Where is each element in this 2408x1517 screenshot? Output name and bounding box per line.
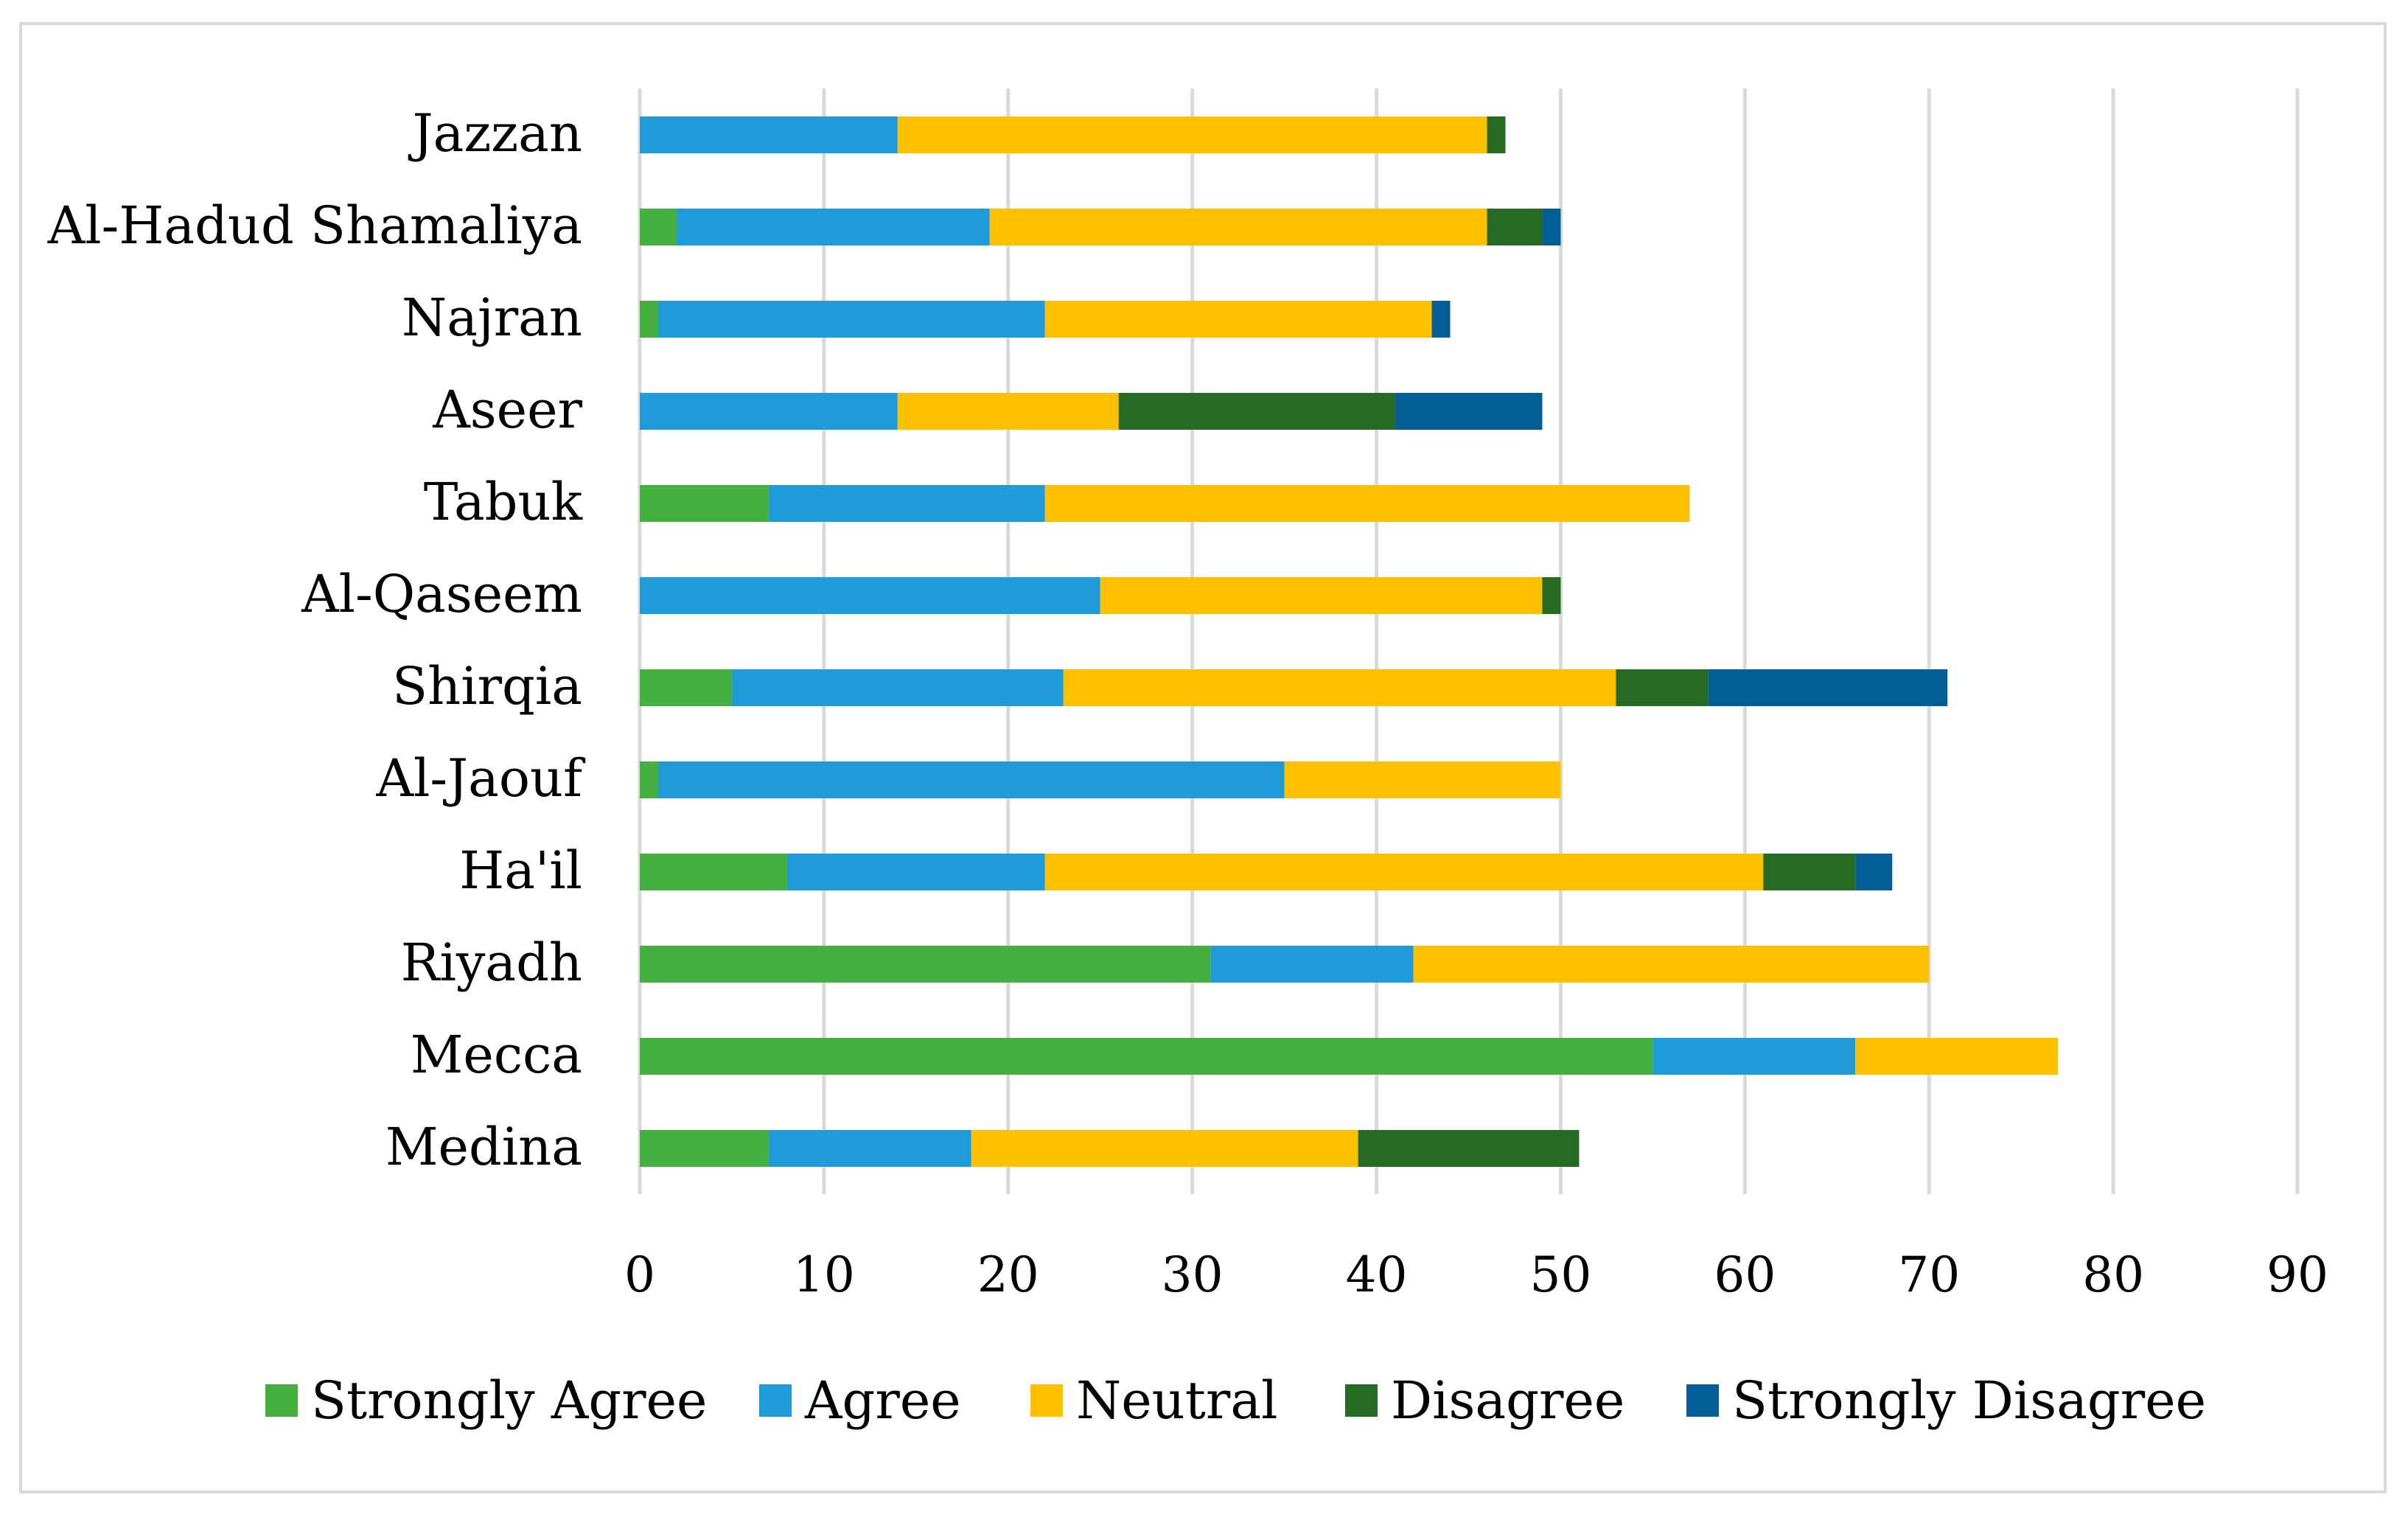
bar-segment <box>640 946 1211 983</box>
legend-swatch <box>759 1384 792 1417</box>
bar-segment <box>640 116 898 153</box>
legend-swatch <box>1030 1384 1063 1417</box>
legend-swatch <box>265 1384 298 1417</box>
category-label: Shirqia <box>392 656 582 716</box>
bar-segment <box>786 854 1045 890</box>
bar-segment <box>897 393 1119 430</box>
bar-segment <box>1855 1038 2059 1075</box>
bar-segment <box>1044 485 1690 522</box>
bar-segment <box>1210 946 1414 983</box>
bar-segment <box>640 1038 1653 1075</box>
bar-segment <box>1487 209 1543 245</box>
bar-segment <box>640 761 658 798</box>
category-labels: Jazzan Al-Hadud Shamaliya Najran Aseer Tabuk… <box>47 103 586 1177</box>
bar-segment <box>1063 669 1616 706</box>
bar-segment <box>1431 301 1451 338</box>
legend-label: Strongly Agree <box>311 1370 707 1431</box>
bar-segment <box>640 209 677 245</box>
bar-segment <box>657 301 1045 338</box>
bar-segment <box>1044 854 1764 890</box>
bar-segment <box>640 577 1100 614</box>
category-label: Najran <box>402 287 582 348</box>
bar-segment <box>640 669 732 706</box>
bar-segment <box>657 761 1285 798</box>
bar-segment <box>1542 577 1561 614</box>
bar-segment <box>1395 393 1543 430</box>
x-tick-label: 90 <box>2266 1246 2328 1303</box>
x-tick-label: 60 <box>1714 1246 1776 1303</box>
bar-segment <box>1542 209 1561 245</box>
x-tick-label: 50 <box>1529 1246 1591 1303</box>
bar-segment <box>640 485 769 522</box>
bar-segment <box>1763 854 1856 890</box>
category-label: Riyadh <box>401 932 582 993</box>
x-tick-label: 30 <box>1162 1246 1224 1303</box>
bar-segment <box>989 209 1487 245</box>
legend: Strongly Agree Agree Neutral Disagree Strong… <box>265 1370 2206 1431</box>
legend-label: Disagree <box>1391 1370 1624 1431</box>
legend-label: Neutral <box>1076 1370 1277 1431</box>
bar-segment <box>640 1130 769 1167</box>
bar-segment <box>640 854 787 890</box>
bar-segment <box>1487 116 1506 153</box>
category-label: Mecca <box>411 1025 582 1085</box>
bar-segment <box>1653 1038 1856 1075</box>
legend-swatch <box>1345 1384 1378 1417</box>
bar-segment <box>1044 301 1432 338</box>
bar-segment <box>971 1130 1358 1167</box>
bar-segment <box>1855 854 1893 890</box>
category-label: Tabuk <box>424 472 583 532</box>
bar-segment <box>1413 946 1930 983</box>
bar-segment <box>676 209 990 245</box>
bars <box>640 116 2059 1167</box>
bar-segment <box>640 393 898 430</box>
bar-segment <box>1616 669 1709 706</box>
x-tick-label: 80 <box>2082 1246 2144 1303</box>
chart-frame <box>19 22 2387 1493</box>
bar-segment <box>768 485 1045 522</box>
bar-segment <box>897 116 1487 153</box>
legend-label: Agree <box>804 1370 961 1431</box>
category-label: Medina <box>385 1117 582 1177</box>
category-label: Al-Qaseem <box>301 564 582 624</box>
x-tick-label: 40 <box>1346 1246 1408 1303</box>
category-label: Jazzan <box>408 103 582 164</box>
category-label: Aseer <box>432 380 582 440</box>
category-label: Al-Jaouf <box>375 748 586 809</box>
bar-segment <box>1118 393 1395 430</box>
gridlines <box>638 88 2300 1194</box>
category-label: Ha'il <box>459 840 582 901</box>
x-tick-label: 70 <box>1898 1246 1960 1303</box>
bar-segment <box>1100 577 1543 614</box>
bar-segment <box>640 301 658 338</box>
bar-segment <box>1708 669 1948 706</box>
category-label: Al-Hadud Shamaliya <box>47 195 582 256</box>
bar-segment <box>1358 1130 1580 1167</box>
x-tick-label: 10 <box>793 1246 855 1303</box>
bar-segment <box>1284 761 1561 798</box>
bar-segment <box>731 669 1064 706</box>
x-axis-tick-labels: 0 10 20 30 40 50 60 70 80 90 <box>624 1246 2328 1303</box>
legend-label: Strongly Disagree <box>1732 1370 2206 1431</box>
bar-segment <box>768 1130 971 1167</box>
x-tick-label: 0 <box>624 1246 655 1303</box>
x-tick-label: 20 <box>977 1246 1039 1303</box>
legend-swatch <box>1686 1384 1719 1417</box>
